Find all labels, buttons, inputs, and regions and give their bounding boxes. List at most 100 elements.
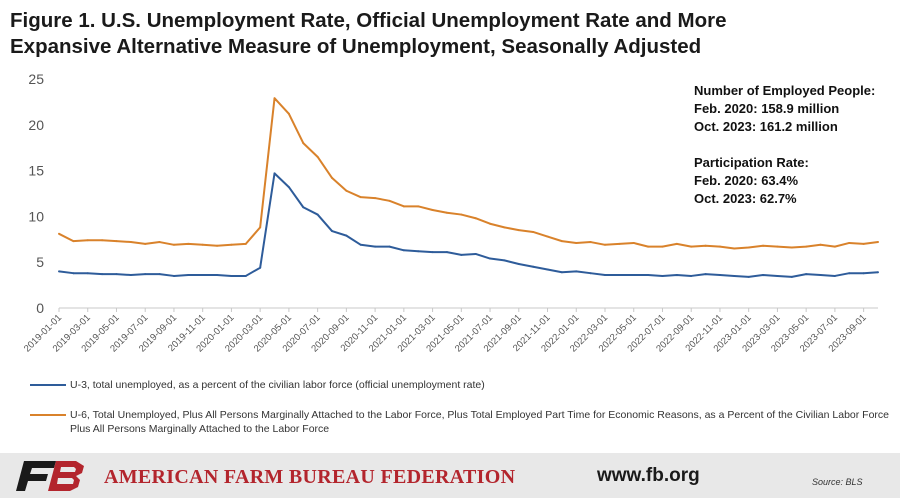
y-tick-label-0: 0 [36, 300, 44, 316]
data-point-u6 [589, 241, 592, 244]
data-point-u6 [632, 241, 635, 244]
legend-label-u3: U-3, total unemployed, as a percent of t… [70, 379, 485, 391]
y-tick-label-20: 20 [28, 117, 44, 133]
data-point-u3 [733, 274, 736, 277]
data-point-u6 [690, 245, 693, 248]
source-note: Source: BLS [812, 477, 863, 487]
chart-title: Figure 1. U.S. Unemployment Rate, Offici… [10, 8, 890, 60]
data-point-u3 [431, 251, 434, 254]
data-point-u6 [675, 242, 678, 245]
data-point-u3 [690, 274, 693, 277]
data-point-u3 [747, 275, 750, 278]
data-point-u3 [216, 274, 219, 277]
data-point-u3 [546, 268, 549, 271]
data-point-u3 [805, 273, 808, 276]
data-point-u6 [244, 242, 247, 245]
data-point-u3 [661, 274, 664, 277]
data-point-u6 [72, 240, 75, 243]
data-point-u6 [848, 241, 851, 244]
data-point-u6 [805, 245, 808, 248]
data-point-u3 [575, 270, 578, 273]
data-point-u6 [862, 242, 865, 245]
data-point-u6 [575, 241, 578, 244]
data-point-u3 [287, 186, 290, 189]
data-point-u3 [647, 274, 650, 277]
data-point-u6 [833, 245, 836, 248]
y-tick-label-15: 15 [28, 163, 44, 179]
data-point-u3 [302, 206, 305, 209]
data-point-u6 [187, 242, 190, 245]
data-point-u3 [762, 274, 765, 277]
data-point-u6 [762, 244, 765, 247]
data-point-u6 [316, 155, 319, 158]
data-point-u6 [546, 235, 549, 238]
data-point-u3 [158, 273, 161, 276]
website-url: www.fb.org [597, 465, 700, 486]
data-point-u3 [819, 274, 822, 277]
data-point-u6 [733, 247, 736, 250]
data-point-u6 [201, 243, 204, 246]
data-point-u6 [704, 244, 707, 247]
data-point-u6 [718, 245, 721, 248]
data-point-u3 [718, 274, 721, 277]
data-point-u3 [833, 274, 836, 277]
x-axis: 2019-01-012019-03-012019-05-012019-07-01… [22, 307, 878, 354]
data-point-u6 [489, 222, 492, 225]
data-point-u6 [287, 112, 290, 115]
data-point-u6 [86, 239, 89, 242]
data-point-u6 [747, 246, 750, 249]
data-point-u6 [431, 208, 434, 211]
annotation-spacer [694, 136, 875, 154]
data-point-u3 [187, 274, 190, 277]
data-point-u3 [273, 172, 276, 175]
data-point-u3 [58, 270, 60, 273]
data-point-u6 [790, 246, 793, 249]
data-point-u3 [489, 257, 492, 260]
legend-entry-u3: U-3, total unemployed, as a percent of t… [30, 378, 900, 392]
data-point-u6 [216, 244, 219, 247]
data-point-u3 [101, 273, 104, 276]
data-point-u6 [273, 97, 276, 100]
data-point-u6 [144, 242, 147, 245]
data-point-u3 [632, 274, 635, 277]
series-points-u3 [58, 172, 879, 278]
data-point-u3 [115, 273, 118, 276]
data-point-u6 [618, 242, 621, 245]
data-point-u6 [445, 211, 448, 214]
footer-bar: AMERICAN FARM BUREAU FEDERATION www.fb.o… [0, 453, 900, 498]
series-layer [58, 97, 879, 278]
data-point-u3 [618, 274, 621, 277]
participation-feb-2020: Feb. 2020: 63.4% [694, 173, 799, 188]
data-point-u3 [345, 234, 348, 237]
data-point-u3 [359, 243, 362, 246]
data-point-u3 [589, 272, 592, 275]
data-point-u6 [517, 229, 520, 232]
data-point-u6 [359, 196, 362, 199]
data-point-u6 [647, 245, 650, 248]
data-point-u3 [560, 271, 563, 274]
data-point-u3 [129, 274, 132, 277]
data-point-u3 [144, 273, 147, 276]
data-point-u6 [776, 245, 779, 248]
data-point-u3 [388, 245, 391, 248]
data-point-u6 [460, 213, 463, 216]
data-point-u3 [862, 272, 865, 275]
employed-oct-2023: Oct. 2023: 161.2 million [694, 119, 838, 134]
participation-oct-2023: Oct. 2023: 62.7% [694, 191, 797, 206]
line-chart: 0 5 10 15 20 25 2019-01-012019-03-012019-05-0… [22, 71, 879, 354]
data-point-u3 [532, 265, 535, 268]
series-line-u6 [58, 97, 879, 250]
data-point-u3 [72, 272, 75, 275]
data-point-u6 [402, 205, 405, 208]
data-point-u6 [129, 241, 132, 244]
data-point-u6 [172, 243, 175, 246]
data-point-u3 [790, 275, 793, 278]
y-tick-label-25: 25 [28, 71, 44, 87]
employment-annotation: Number of Employed People: Feb. 2020: 15… [694, 82, 875, 208]
data-point-u6 [302, 142, 305, 145]
data-point-u6 [560, 240, 563, 243]
data-point-u6 [819, 243, 822, 246]
data-point-u3 [201, 274, 204, 277]
legend-swatch-u6 [30, 414, 66, 416]
data-point-u3 [704, 273, 707, 276]
